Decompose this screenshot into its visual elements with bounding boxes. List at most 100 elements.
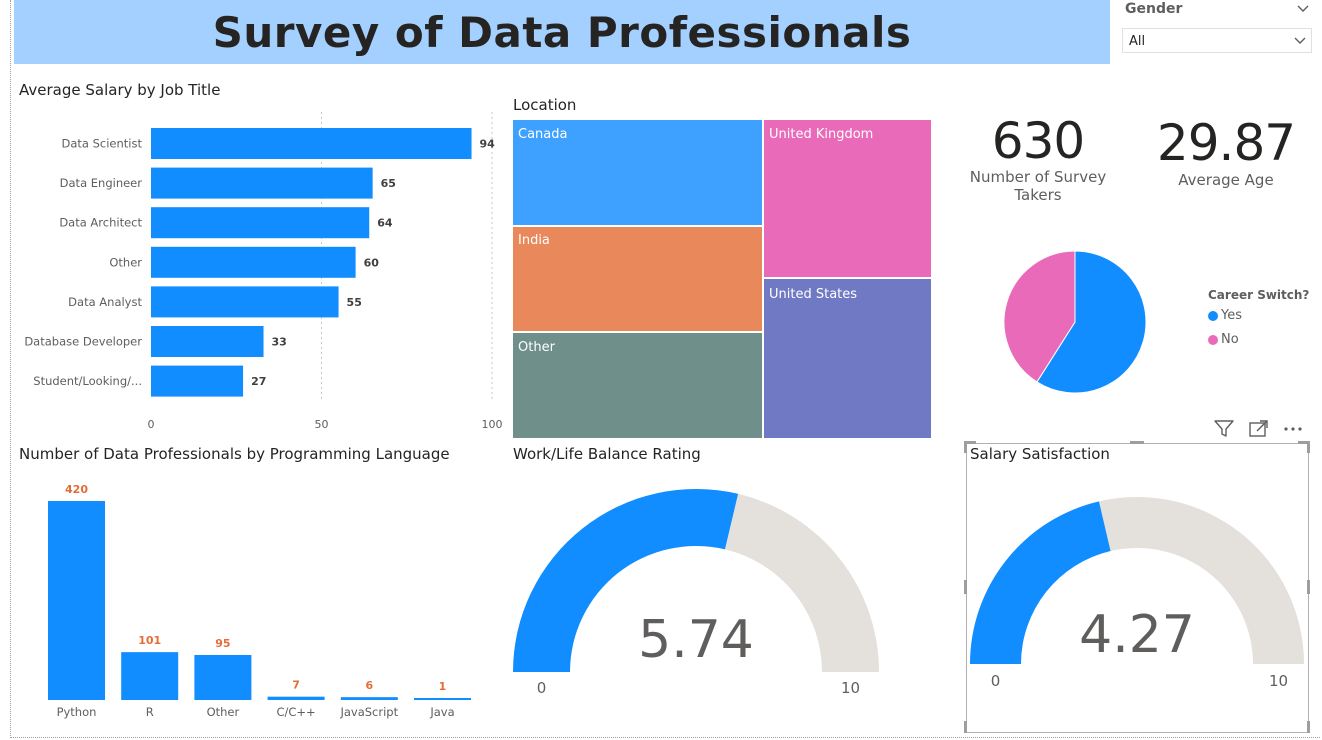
treemap-tile-united-states[interactable] xyxy=(764,279,931,438)
average-age-card: 29.87 Average Age xyxy=(1140,114,1312,189)
category-label: Other xyxy=(207,705,240,719)
treemap-label-other: Other xyxy=(518,340,556,355)
resize-handle-top-right[interactable] xyxy=(1298,441,1310,444)
report-title-banner: Survey of Data Professionals xyxy=(14,0,1110,64)
salary-bar[interactable] xyxy=(151,207,370,239)
gauge-value-arc xyxy=(970,501,1111,664)
category-label: C/C++ xyxy=(276,705,315,719)
language-bar[interactable] xyxy=(340,697,398,700)
x-tick-label: 100 xyxy=(482,418,503,431)
category-label: Data Architect xyxy=(59,216,142,230)
languages-chart-title: Number of Data Professionals by Programm… xyxy=(19,445,450,463)
resize-handle-bottom-left[interactable] xyxy=(964,721,967,733)
treemap-label-united-kingdom: United Kingdom xyxy=(769,127,873,142)
bar-data-label: 7 xyxy=(292,679,300,692)
language-bar[interactable] xyxy=(267,696,325,700)
bar-data-label: 27 xyxy=(251,375,266,388)
language-bar[interactable] xyxy=(48,501,105,700)
treemap-label-canada: Canada xyxy=(518,127,567,142)
legend-dot-yes xyxy=(1208,310,1218,321)
bar-data-label: 101 xyxy=(138,634,161,647)
category-label: JavaScript xyxy=(339,705,398,719)
legend-item-no[interactable]: No xyxy=(1208,332,1309,347)
gauge-max-label: 10 xyxy=(1269,672,1288,690)
gauge-value-arc xyxy=(513,489,739,672)
chevron-down-icon[interactable] xyxy=(1296,4,1310,14)
resize-handle-bottom-right[interactable] xyxy=(1307,721,1310,733)
gauge-value-label: 4.27 xyxy=(1079,605,1195,665)
gender-slicer[interactable]: Gender xyxy=(1122,0,1312,56)
filter-icon[interactable] xyxy=(1213,419,1235,439)
language-bar[interactable] xyxy=(194,654,252,700)
career-switch-pie-chart[interactable] xyxy=(996,244,1156,400)
average-age-label: Average Age xyxy=(1178,171,1274,189)
bar-data-label: 420 xyxy=(65,483,88,496)
category-label: Database Developer xyxy=(24,335,142,349)
category-label: Java xyxy=(429,705,454,719)
language-bar[interactable] xyxy=(414,698,471,700)
languages-bar-chart[interactable]: 420 Python 101 R 95 Other 7 C/C++ 6 JavaScript 1 Ja… xyxy=(14,470,494,730)
category-label: Data Scientist xyxy=(62,137,143,151)
salary-bar[interactable] xyxy=(151,167,373,199)
dropdown-value: All xyxy=(1129,34,1146,49)
resize-handle-right-mid[interactable] xyxy=(1307,580,1310,594)
gauge-min-label: 0 xyxy=(537,679,547,697)
category-label: Other xyxy=(109,255,142,269)
treemap-tile-india[interactable] xyxy=(513,227,762,331)
chevron-down-icon xyxy=(1294,37,1306,44)
average-age-value: 29.87 xyxy=(1156,114,1296,172)
gauge-max-label: 10 xyxy=(841,679,860,697)
gender-dropdown[interactable]: All xyxy=(1122,28,1312,53)
gauge-track-arc xyxy=(1099,497,1304,664)
legend-item-yes[interactable]: Yes xyxy=(1208,308,1309,323)
resize-handle-left-mid[interactable] xyxy=(964,580,967,594)
salary-chart-title: Average Salary by Job Title xyxy=(19,81,221,99)
bar-data-label: 60 xyxy=(364,256,380,269)
salary-bar[interactable] xyxy=(151,128,472,159)
more-options-icon[interactable] xyxy=(1282,421,1306,437)
gauge-min-label: 0 xyxy=(991,672,1001,690)
treemap-label-united-states: United States xyxy=(769,287,857,302)
survey-takers-value: 630 xyxy=(991,112,1085,170)
report-title: Survey of Data Professionals xyxy=(212,7,912,57)
treemap-tile-united-kingdom[interactable] xyxy=(764,120,931,277)
bar-data-label: 65 xyxy=(381,177,396,190)
bar-data-label: 6 xyxy=(365,679,373,692)
resize-handle-top-left-v[interactable] xyxy=(964,441,967,453)
work-life-gauge-title: Work/Life Balance Rating xyxy=(513,445,701,463)
treemap-tile-canada[interactable] xyxy=(513,120,762,225)
salary-bar[interactable] xyxy=(151,365,244,397)
category-label: R xyxy=(146,705,154,719)
salary-bar-chart[interactable]: 0 50 100 Data Scientist 94 Data Engineer 65 Dat… xyxy=(14,104,504,434)
pie-slice-yes[interactable] xyxy=(1036,250,1147,394)
salary-bar[interactable] xyxy=(151,326,264,357)
salary-bar[interactable] xyxy=(151,286,339,318)
category-label: Student/Looking/... xyxy=(33,374,142,388)
work-life-gauge[interactable]: 5.74 0 10 xyxy=(500,470,900,710)
salary-satisfaction-gauge[interactable]: 4.27 0 10 xyxy=(958,470,1318,700)
legend-dot-no xyxy=(1208,334,1218,345)
gauge-track-arc xyxy=(725,493,879,672)
focus-mode-icon[interactable] xyxy=(1248,419,1270,439)
legend-label-yes: Yes xyxy=(1221,308,1242,323)
survey-takers-card: 630 Number of Survey Takers xyxy=(945,112,1131,204)
language-bar[interactable] xyxy=(121,652,179,700)
bar-data-label: 64 xyxy=(377,217,393,230)
location-treemap[interactable]: Canada United Kingdom India United State… xyxy=(513,120,931,438)
salary-bar[interactable] xyxy=(151,246,356,278)
category-label: Data Analyst xyxy=(68,295,142,309)
category-label: Python xyxy=(57,705,97,719)
resize-handle-top-left[interactable] xyxy=(964,441,976,444)
resize-handle-top-mid[interactable] xyxy=(1130,441,1144,444)
pie-slice-no[interactable] xyxy=(1003,250,1076,383)
bar-data-label: 94 xyxy=(480,138,496,151)
bar-data-label: 55 xyxy=(347,296,362,309)
location-chart-title: Location xyxy=(513,96,577,114)
treemap-label-india: India xyxy=(518,233,550,248)
bar-data-label: 95 xyxy=(215,637,230,650)
resize-handle-top-right-v[interactable] xyxy=(1307,441,1310,453)
pie-legend: Career Switch? Yes No xyxy=(1208,288,1309,347)
slicer-title: Gender xyxy=(1125,1,1183,17)
treemap-tile-other[interactable] xyxy=(513,333,762,438)
category-label: Data Engineer xyxy=(60,176,143,190)
